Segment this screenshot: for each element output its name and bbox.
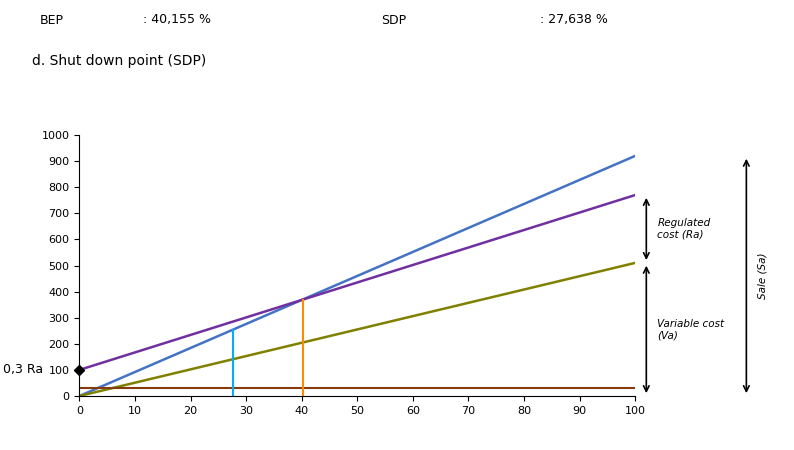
Text: BEP: BEP <box>40 14 64 27</box>
Text: Regulated
cost (Ra): Regulated cost (Ra) <box>657 218 711 240</box>
Text: Variable cost
(Va): Variable cost (Va) <box>657 319 725 340</box>
Text: Sale (Sa): Sale (Sa) <box>757 253 768 299</box>
Text: : 40,155 %: : 40,155 % <box>143 14 211 27</box>
Text: : 27,638 %: : 27,638 % <box>540 14 607 27</box>
Text: SDP: SDP <box>381 14 407 27</box>
Text: 0,3 Ra: 0,3 Ra <box>3 364 43 376</box>
Text: d. Shut down point (SDP): d. Shut down point (SDP) <box>32 54 206 68</box>
